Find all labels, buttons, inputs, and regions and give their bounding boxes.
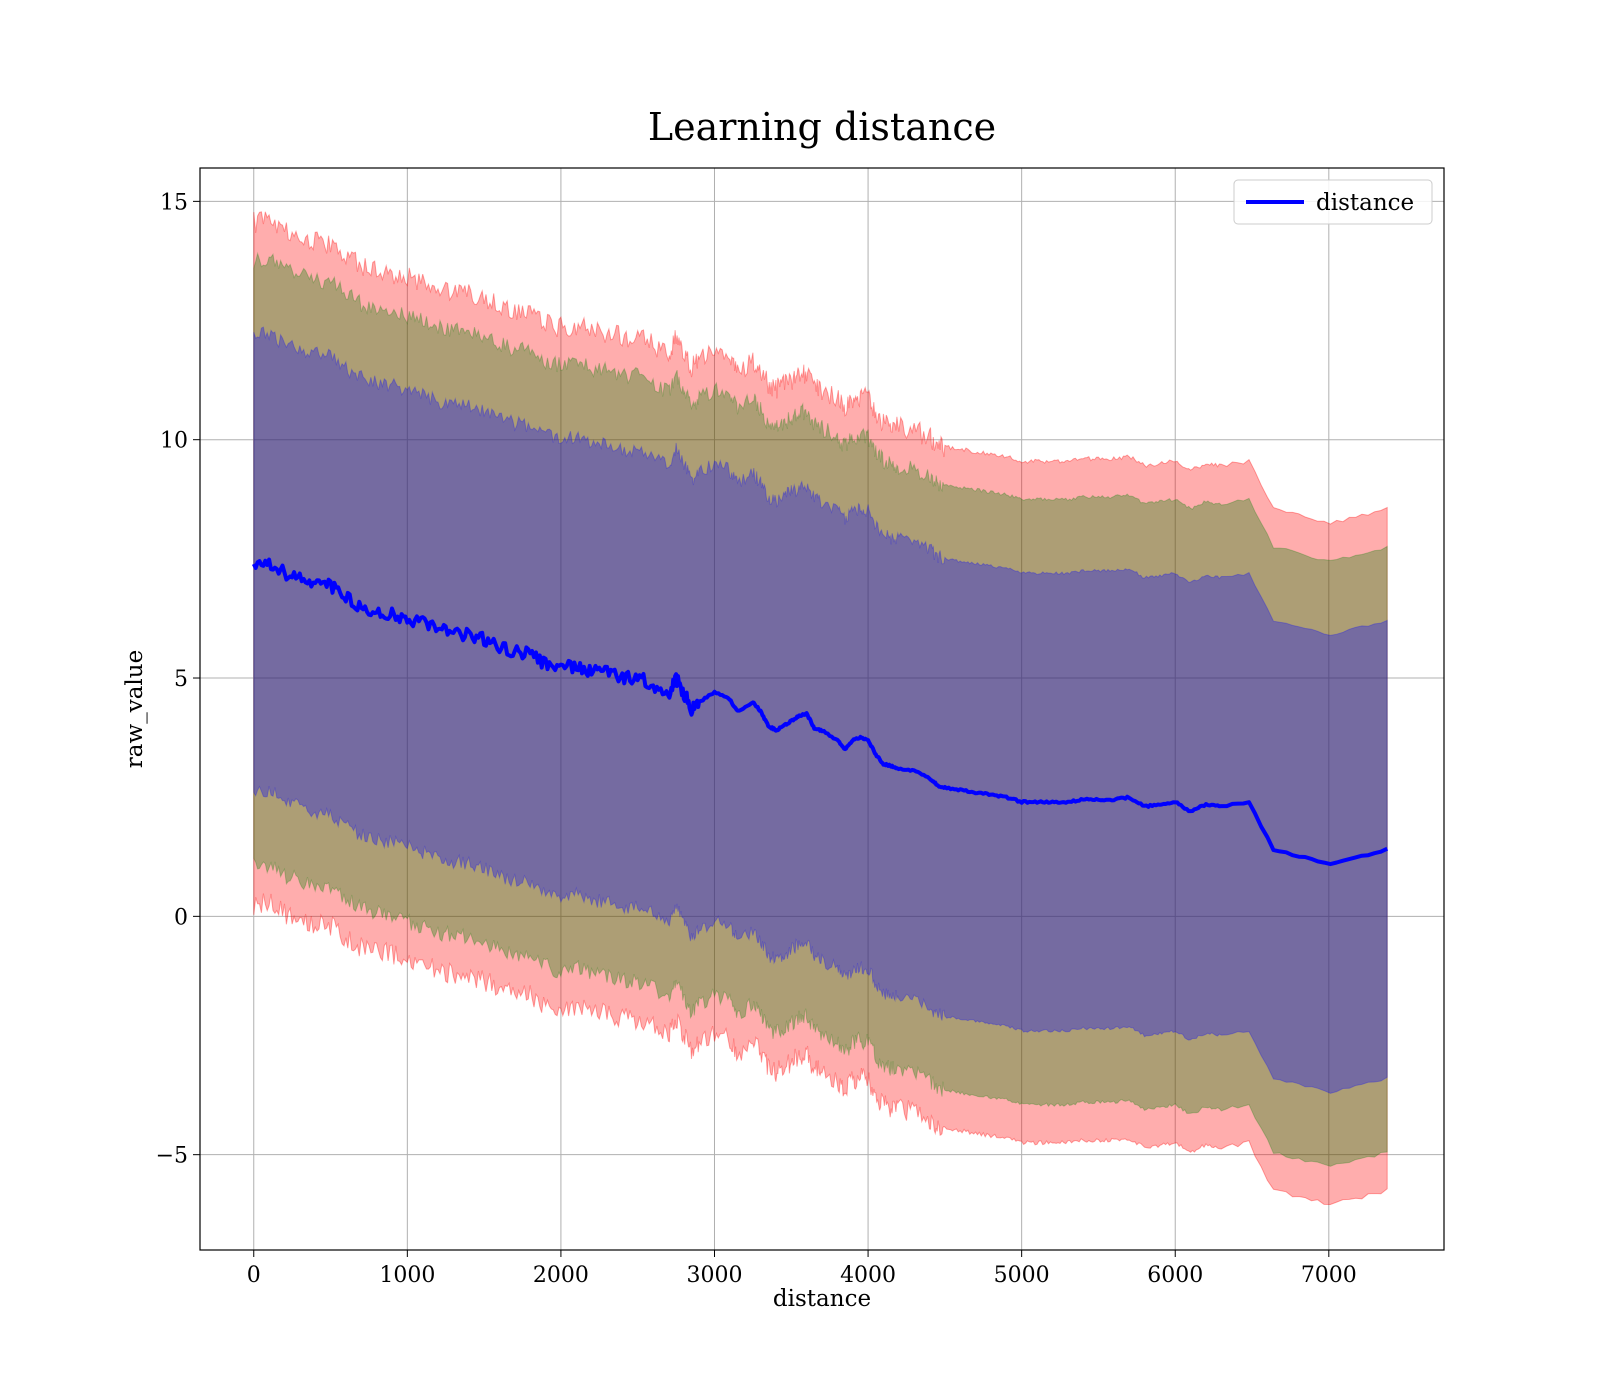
- legend-frame: [1233, 179, 1433, 225]
- y-tick-label: −5: [156, 1144, 188, 1169]
- x-tick-label: 1000: [379, 1263, 435, 1288]
- x-tick-label: 5000: [994, 1263, 1050, 1288]
- x-tick-label: 4000: [840, 1263, 896, 1288]
- series-line-distance: [252, 557, 1389, 867]
- band-mid: [253, 251, 1388, 1167]
- plot-area: 0 1000 2000 3000 4000 5000 6000 7000 −5 0 5 10 15: [156, 167, 1445, 1288]
- x-tick-label: 6000: [1147, 1263, 1203, 1288]
- y-tick-label: 0: [174, 905, 188, 930]
- y-tick-label: 5: [174, 667, 188, 692]
- x-tick-label: 2000: [533, 1263, 589, 1288]
- y-tick-label: 15: [160, 190, 188, 215]
- x-axis-label: distance: [773, 1286, 871, 1312]
- band-outer: [253, 211, 1388, 1206]
- y-tick-label: 10: [160, 429, 188, 454]
- x-tick-label: 7000: [1301, 1263, 1357, 1288]
- chart-title: Learning distance: [648, 105, 996, 149]
- band-inner: [253, 326, 1388, 1094]
- x-tick-label: 3000: [686, 1263, 742, 1288]
- legend-label-distance: distance: [1316, 190, 1414, 216]
- axes-frame: [199, 167, 1445, 1251]
- x-tick-label: 0: [247, 1263, 261, 1288]
- y-axis-label: raw_value: [122, 650, 148, 768]
- legend: distance: [1233, 179, 1433, 225]
